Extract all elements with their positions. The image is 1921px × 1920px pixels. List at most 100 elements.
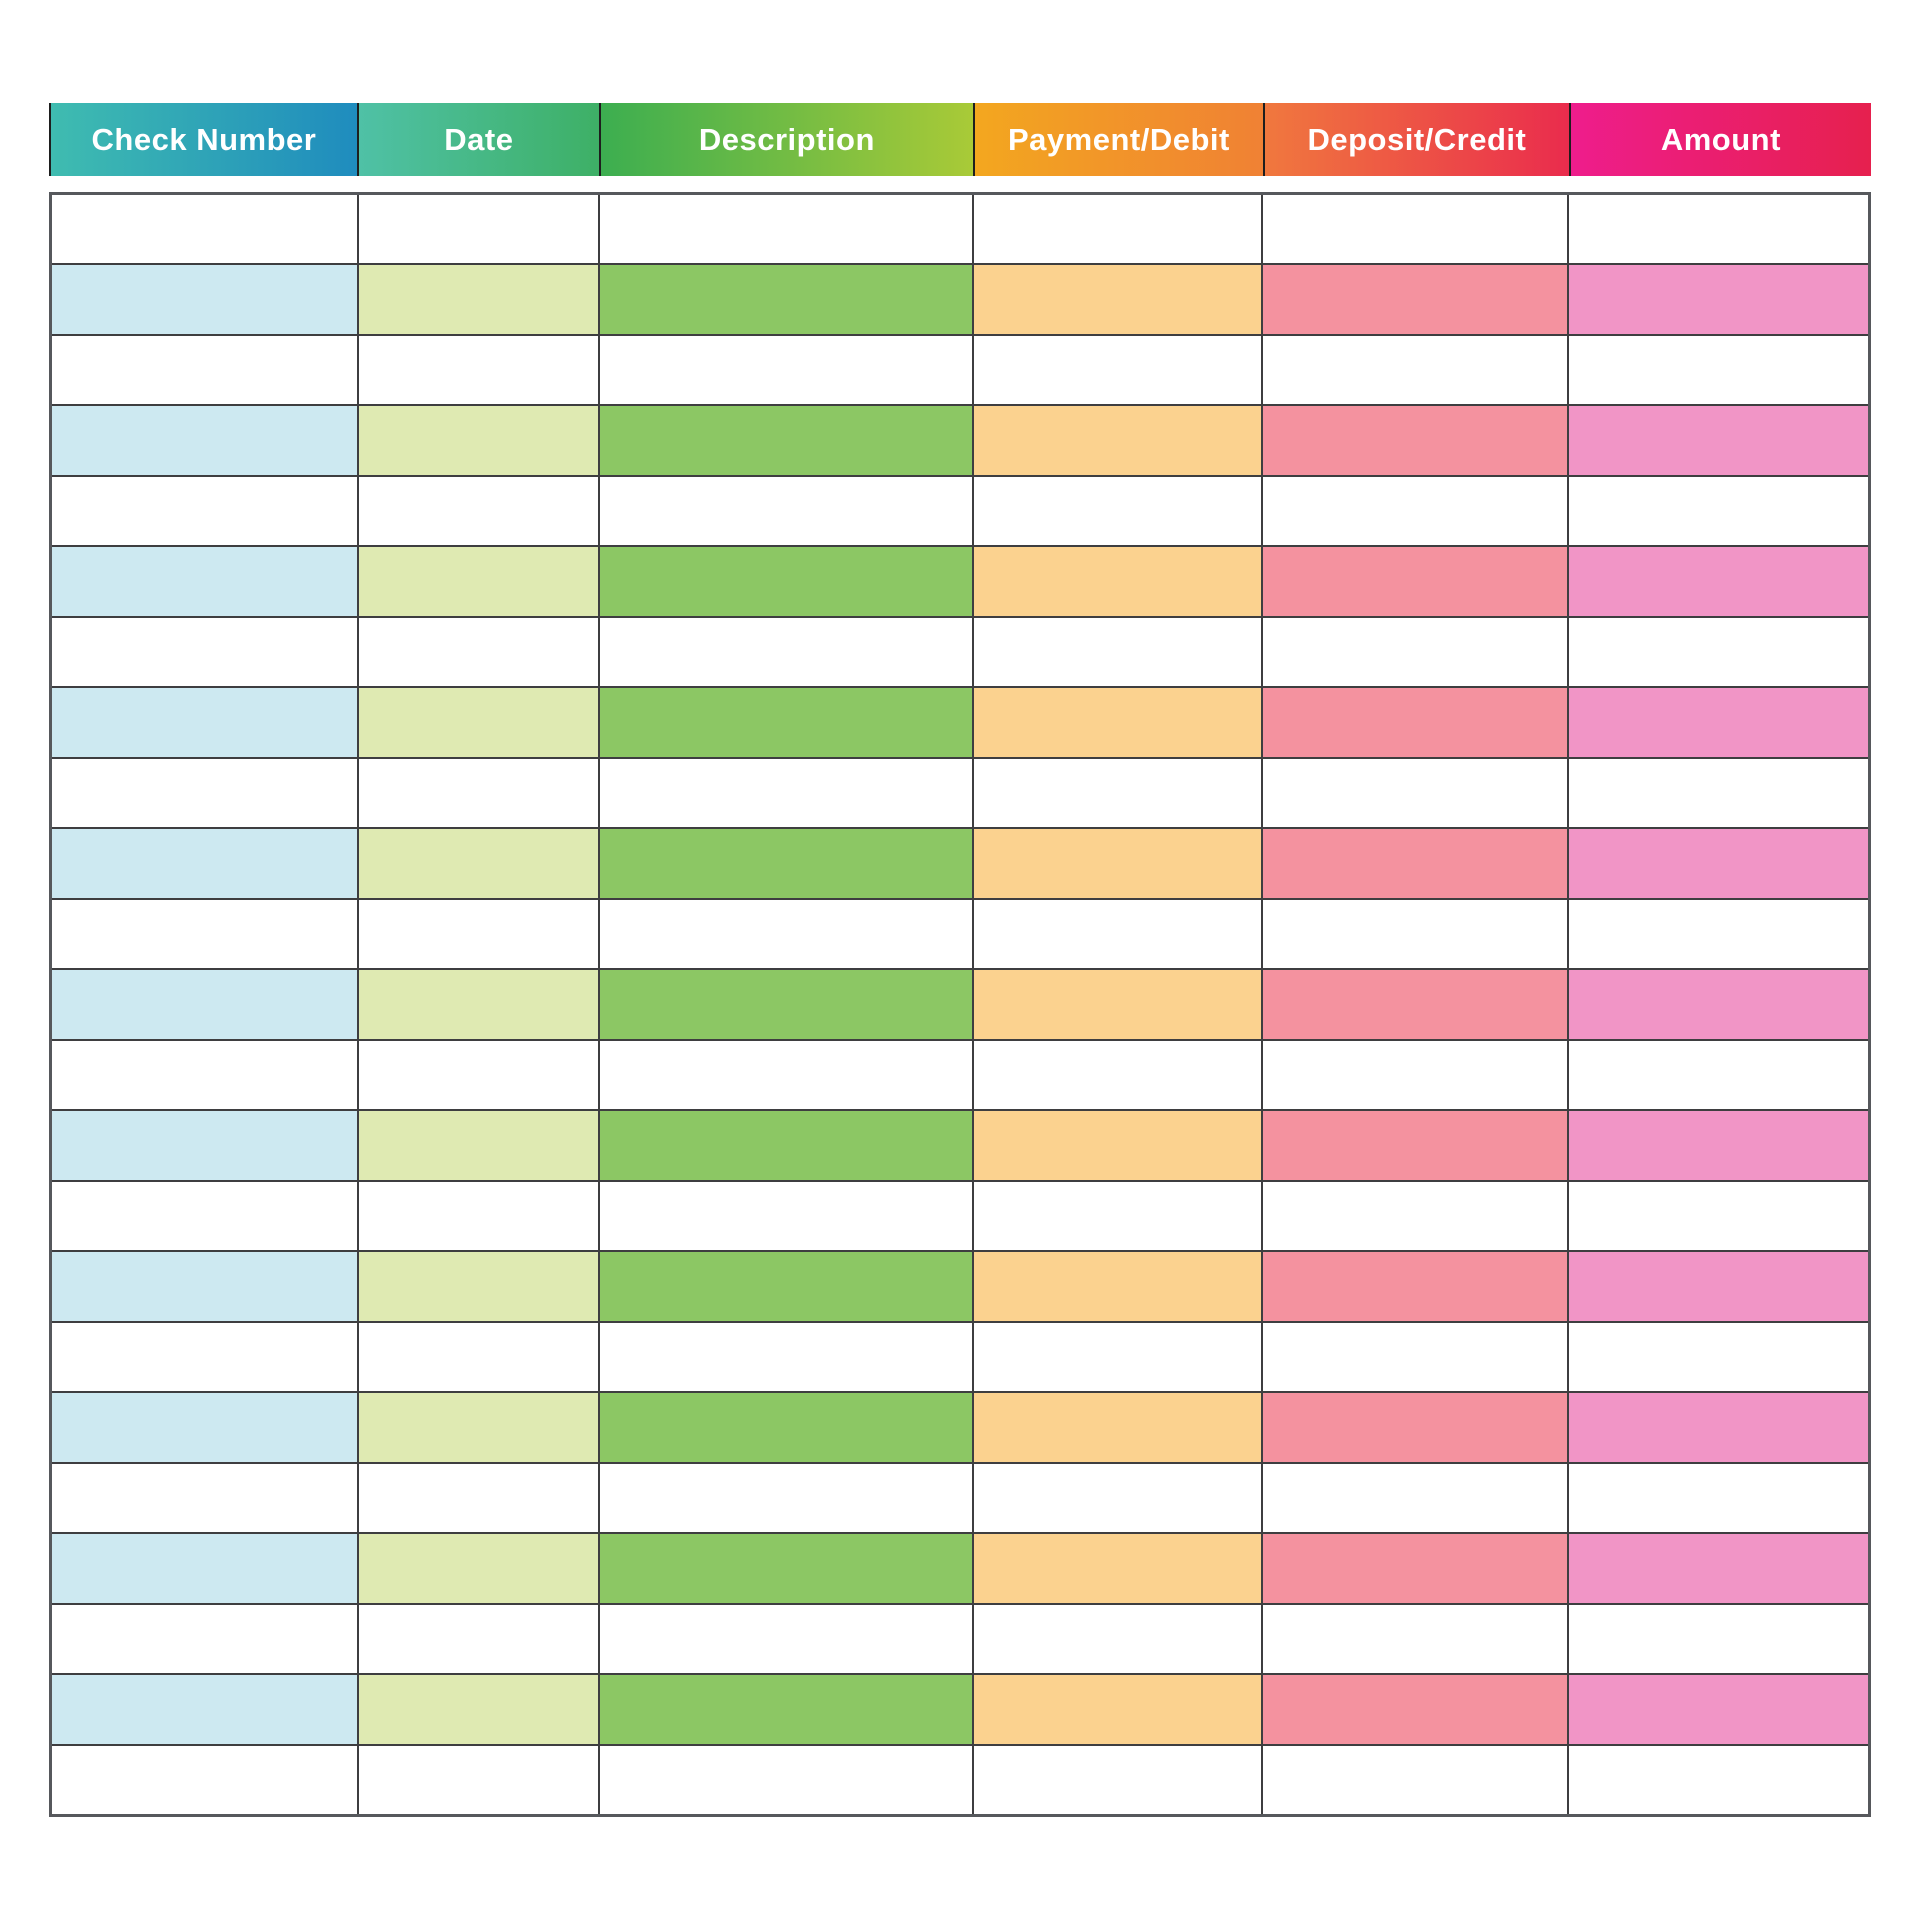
cell-description: [598, 1673, 974, 1746]
cell-payment-debit: [971, 263, 1264, 336]
cell-check-number: [49, 686, 359, 759]
cell-date: [356, 263, 601, 336]
cell-amount: [1566, 968, 1871, 1041]
cell-date: [356, 333, 601, 406]
cell-date: [356, 615, 601, 688]
cell-check-number: [49, 1391, 359, 1464]
cell-payment-debit: [971, 1602, 1264, 1675]
cell-description: [598, 1109, 974, 1182]
cell-amount: [1566, 1391, 1871, 1464]
cell-check-number: [49, 1461, 359, 1534]
cell-date: [356, 897, 601, 970]
cell-check-number: [49, 827, 359, 900]
cell-deposit-credit: [1261, 1320, 1569, 1393]
cell-date: [356, 1391, 601, 1464]
cell-description: [598, 1391, 974, 1464]
cell-payment-debit: [971, 827, 1264, 900]
cell-check-number: [49, 615, 359, 688]
cell-check-number: [49, 756, 359, 829]
table-row-tinted: [49, 1391, 1871, 1464]
table-row-blank: [49, 615, 1871, 688]
cell-check-number: [49, 1109, 359, 1182]
cell-description: [598, 897, 974, 970]
cell-check-number: [49, 404, 359, 477]
cell-amount: [1566, 1461, 1871, 1534]
cell-payment-debit: [971, 1038, 1264, 1111]
cell-payment-debit: [971, 1179, 1264, 1252]
table-row-tinted: [49, 1250, 1871, 1323]
cell-check-number: [49, 474, 359, 547]
cell-date: [356, 1109, 601, 1182]
cell-check-number: [49, 1250, 359, 1323]
cell-check-number: [49, 968, 359, 1041]
cell-check-number: [49, 897, 359, 970]
cell-deposit-credit: [1261, 827, 1569, 900]
cell-amount: [1566, 1179, 1871, 1252]
cell-description: [598, 1320, 974, 1393]
cell-date: [356, 192, 601, 265]
table-row-blank: [49, 333, 1871, 406]
cell-payment-debit: [971, 1461, 1264, 1534]
cell-payment-debit: [971, 404, 1264, 477]
cell-amount: [1566, 1038, 1871, 1111]
cell-description: [598, 827, 974, 900]
table-row-blank: [49, 1602, 1871, 1675]
column-header-payment-debit: Payment/Debit: [972, 103, 1263, 176]
cell-amount: [1566, 1109, 1871, 1182]
cell-payment-debit: [971, 897, 1264, 970]
table-row-tinted: [49, 1109, 1871, 1182]
cell-payment-debit: [971, 474, 1264, 547]
cell-check-number: [49, 545, 359, 618]
check-register-template: Check Number Date Description Payment/Debit…: [49, 103, 1871, 1817]
table-row-blank: [49, 192, 1871, 265]
cell-description: [598, 404, 974, 477]
cell-amount: [1566, 897, 1871, 970]
cell-amount: [1566, 615, 1871, 688]
cell-amount: [1566, 1602, 1871, 1675]
table-row-blank: [49, 756, 1871, 829]
cell-date: [356, 1532, 601, 1605]
cell-description: [598, 1602, 974, 1675]
cell-date: [356, 1179, 601, 1252]
cell-check-number: [49, 333, 359, 406]
cell-description: [598, 333, 974, 406]
cell-deposit-credit: [1261, 545, 1569, 618]
cell-amount: [1566, 686, 1871, 759]
cell-date: [356, 545, 601, 618]
cell-payment-debit: [971, 756, 1264, 829]
cell-description: [598, 615, 974, 688]
cell-payment-debit: [971, 192, 1264, 265]
cell-amount: [1566, 404, 1871, 477]
cell-check-number: [49, 1743, 359, 1816]
cell-date: [356, 827, 601, 900]
column-header-label: Date: [444, 121, 514, 157]
cell-description: [598, 756, 974, 829]
table-row-tinted: [49, 827, 1871, 900]
cell-amount: [1566, 1320, 1871, 1393]
cell-check-number: [49, 1602, 359, 1675]
cell-description: [598, 1461, 974, 1534]
cell-date: [356, 1743, 601, 1816]
cell-description: [598, 686, 974, 759]
table-row-blank: [49, 1320, 1871, 1393]
table-row-tinted: [49, 968, 1871, 1041]
cell-date: [356, 404, 601, 477]
cell-deposit-credit: [1261, 897, 1569, 970]
cell-amount: [1566, 756, 1871, 829]
cell-deposit-credit: [1261, 615, 1569, 688]
table-row-blank: [49, 474, 1871, 547]
column-header-label: Description: [698, 121, 875, 157]
cell-date: [356, 1602, 601, 1675]
cell-date: [356, 1038, 601, 1111]
table-row-tinted: [49, 545, 1871, 618]
table-row-blank: [49, 1743, 1871, 1816]
cell-date: [356, 474, 601, 547]
column-header-label: Payment/Debit: [1008, 121, 1230, 157]
cell-deposit-credit: [1261, 1602, 1569, 1675]
table-row-tinted: [49, 1673, 1871, 1746]
cell-payment-debit: [971, 968, 1264, 1041]
table-row-tinted: [49, 404, 1871, 477]
cell-date: [356, 968, 601, 1041]
cell-amount: [1566, 1250, 1871, 1323]
cell-date: [356, 1461, 601, 1534]
